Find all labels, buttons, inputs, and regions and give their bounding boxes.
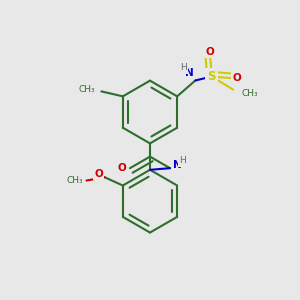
Text: O: O xyxy=(206,47,214,57)
Text: CH₃: CH₃ xyxy=(67,176,83,185)
Text: S: S xyxy=(208,70,216,83)
Text: CH₃: CH₃ xyxy=(242,88,258,98)
Text: O: O xyxy=(117,163,126,173)
Text: H: H xyxy=(180,63,187,72)
Text: CH₃: CH₃ xyxy=(78,85,95,94)
Text: O: O xyxy=(94,169,103,179)
Text: N: N xyxy=(173,160,182,170)
Text: O: O xyxy=(232,73,241,83)
Text: H: H xyxy=(179,156,186,165)
Text: N: N xyxy=(185,68,194,78)
